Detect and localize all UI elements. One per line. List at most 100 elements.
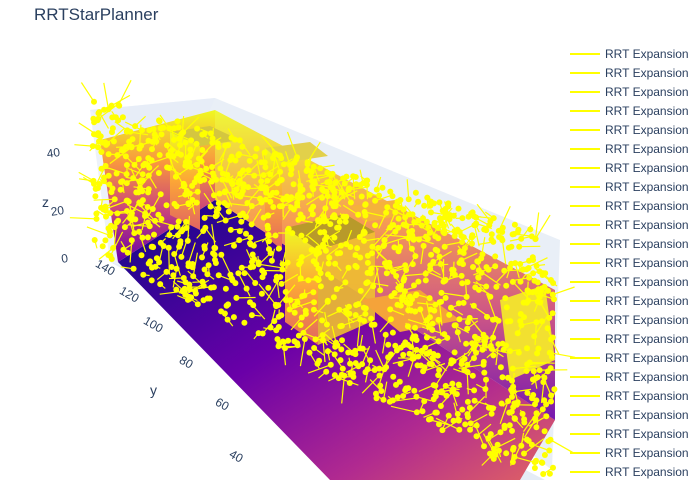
- rrt-edge: [434, 362, 451, 387]
- rrt-node: [269, 189, 276, 196]
- legend-item[interactable]: RRT Expansion: [570, 351, 689, 365]
- rrt-node: [321, 229, 328, 236]
- legend-item[interactable]: RRT Expansion: [570, 408, 689, 422]
- rrt-node: [245, 184, 251, 191]
- legend-item[interactable]: RRT Expansion: [570, 161, 689, 175]
- y-tick-label: 60: [213, 395, 232, 414]
- legend-item[interactable]: RRT Expansion: [570, 427, 689, 441]
- rrt-edge: [258, 263, 285, 269]
- rrt-node: [168, 264, 175, 270]
- legend-item[interactable]: RRT Expansion: [570, 256, 689, 270]
- rrt-node: [402, 387, 409, 394]
- rrt-node: [405, 196, 412, 203]
- rrt-edge: [277, 284, 296, 306]
- legend-label: RRT Expansion: [605, 142, 689, 156]
- rrt-node: [342, 218, 349, 225]
- legend-label: RRT Expansion: [605, 47, 689, 61]
- rrt-node: [397, 360, 404, 367]
- legend-item[interactable]: RRT Expansion: [570, 275, 689, 289]
- legend-item[interactable]: RRT Expansion: [570, 465, 689, 479]
- rrt-node: [129, 216, 136, 223]
- legend-item[interactable]: RRT Expansion: [570, 104, 689, 118]
- rrt-node: [189, 197, 196, 203]
- legend-item[interactable]: RRT Expansion: [570, 294, 689, 308]
- rrt-node: [436, 253, 443, 260]
- rrt-node: [531, 277, 538, 284]
- legend-item[interactable]: RRT Expansion: [570, 389, 689, 403]
- legend-item[interactable]: RRT Expansion: [570, 180, 689, 194]
- rrt-node: [481, 226, 488, 233]
- rrt-node: [393, 381, 399, 388]
- rrt-node: [384, 204, 391, 211]
- rrt-node: [395, 248, 402, 255]
- rrt-edge: [106, 127, 125, 145]
- legend-label: RRT Expansion: [605, 332, 689, 346]
- rrt-node: [418, 222, 425, 229]
- rrt-node: [171, 251, 178, 257]
- rrt-node: [541, 452, 548, 458]
- rrt-node: [492, 253, 499, 260]
- rrt-node: [343, 173, 350, 180]
- rrt-node: [273, 273, 280, 280]
- legend-item[interactable]: RRT Expansion: [570, 85, 689, 99]
- rrt-node: [422, 270, 429, 277]
- rrt-node: [231, 242, 237, 249]
- rrt-node: [403, 222, 410, 229]
- rrt-node: [532, 236, 539, 243]
- rrt-node: [383, 209, 390, 216]
- rrt-node: [265, 212, 272, 219]
- rrt-node: [523, 368, 530, 374]
- rrt-node: [385, 341, 392, 348]
- scene-3d: [69, 79, 576, 480]
- legend-item[interactable]: RRT Expansion: [570, 142, 689, 156]
- rrt-node: [431, 219, 438, 226]
- rrt-node: [395, 215, 402, 222]
- rrt-node: [285, 225, 292, 232]
- rrt-edge: [495, 344, 499, 366]
- rrt-node: [455, 300, 462, 307]
- rrt-node: [114, 210, 121, 217]
- rrt-node: [518, 442, 525, 449]
- legend-item[interactable]: RRT Expansion: [570, 446, 689, 460]
- rrt-node: [284, 259, 291, 266]
- rrt-node: [445, 412, 452, 419]
- rrt-node: [331, 351, 338, 358]
- legend-item[interactable]: RRT Expansion: [570, 47, 689, 61]
- rrt-node: [402, 339, 409, 346]
- rrt-node: [501, 267, 508, 274]
- rrt-node: [128, 237, 135, 244]
- rrt-node: [458, 272, 465, 279]
- rrt-node: [168, 224, 175, 231]
- rrt-node: [370, 283, 377, 290]
- rrt-node: [248, 203, 255, 209]
- legend-item[interactable]: RRT Expansion: [570, 123, 689, 137]
- rrt-edge: [103, 82, 110, 110]
- rrt-node: [466, 404, 473, 411]
- rrt-node: [341, 372, 348, 379]
- legend-item[interactable]: RRT Expansion: [570, 66, 689, 80]
- rrt-node: [454, 411, 461, 417]
- rrt-node: [219, 176, 226, 183]
- rrt-node: [188, 137, 195, 144]
- legend-item[interactable]: RRT Expansion: [570, 313, 689, 327]
- rrt-node: [393, 273, 400, 279]
- legend-item[interactable]: RRT Expansion: [570, 199, 689, 213]
- rrt-node: [400, 351, 407, 358]
- rrt-node: [139, 188, 146, 195]
- rrt-node: [234, 192, 241, 199]
- legend-item[interactable]: RRT Expansion: [570, 332, 689, 346]
- rrt-node: [152, 263, 159, 270]
- legend-item[interactable]: RRT Expansion: [570, 218, 689, 232]
- legend-label: RRT Expansion: [605, 446, 689, 460]
- rrt-edge: [375, 266, 381, 291]
- rrt-node: [93, 210, 100, 217]
- rrt-node: [98, 165, 105, 172]
- rrt-node: [319, 317, 326, 324]
- rrt-node: [545, 438, 552, 445]
- rrt-node: [204, 271, 211, 278]
- rrt-node: [546, 349, 553, 356]
- legend-item[interactable]: RRT Expansion: [570, 370, 689, 384]
- rrt-edge: [251, 208, 262, 225]
- rrt-node: [149, 206, 156, 212]
- legend-item[interactable]: RRT Expansion: [570, 237, 689, 251]
